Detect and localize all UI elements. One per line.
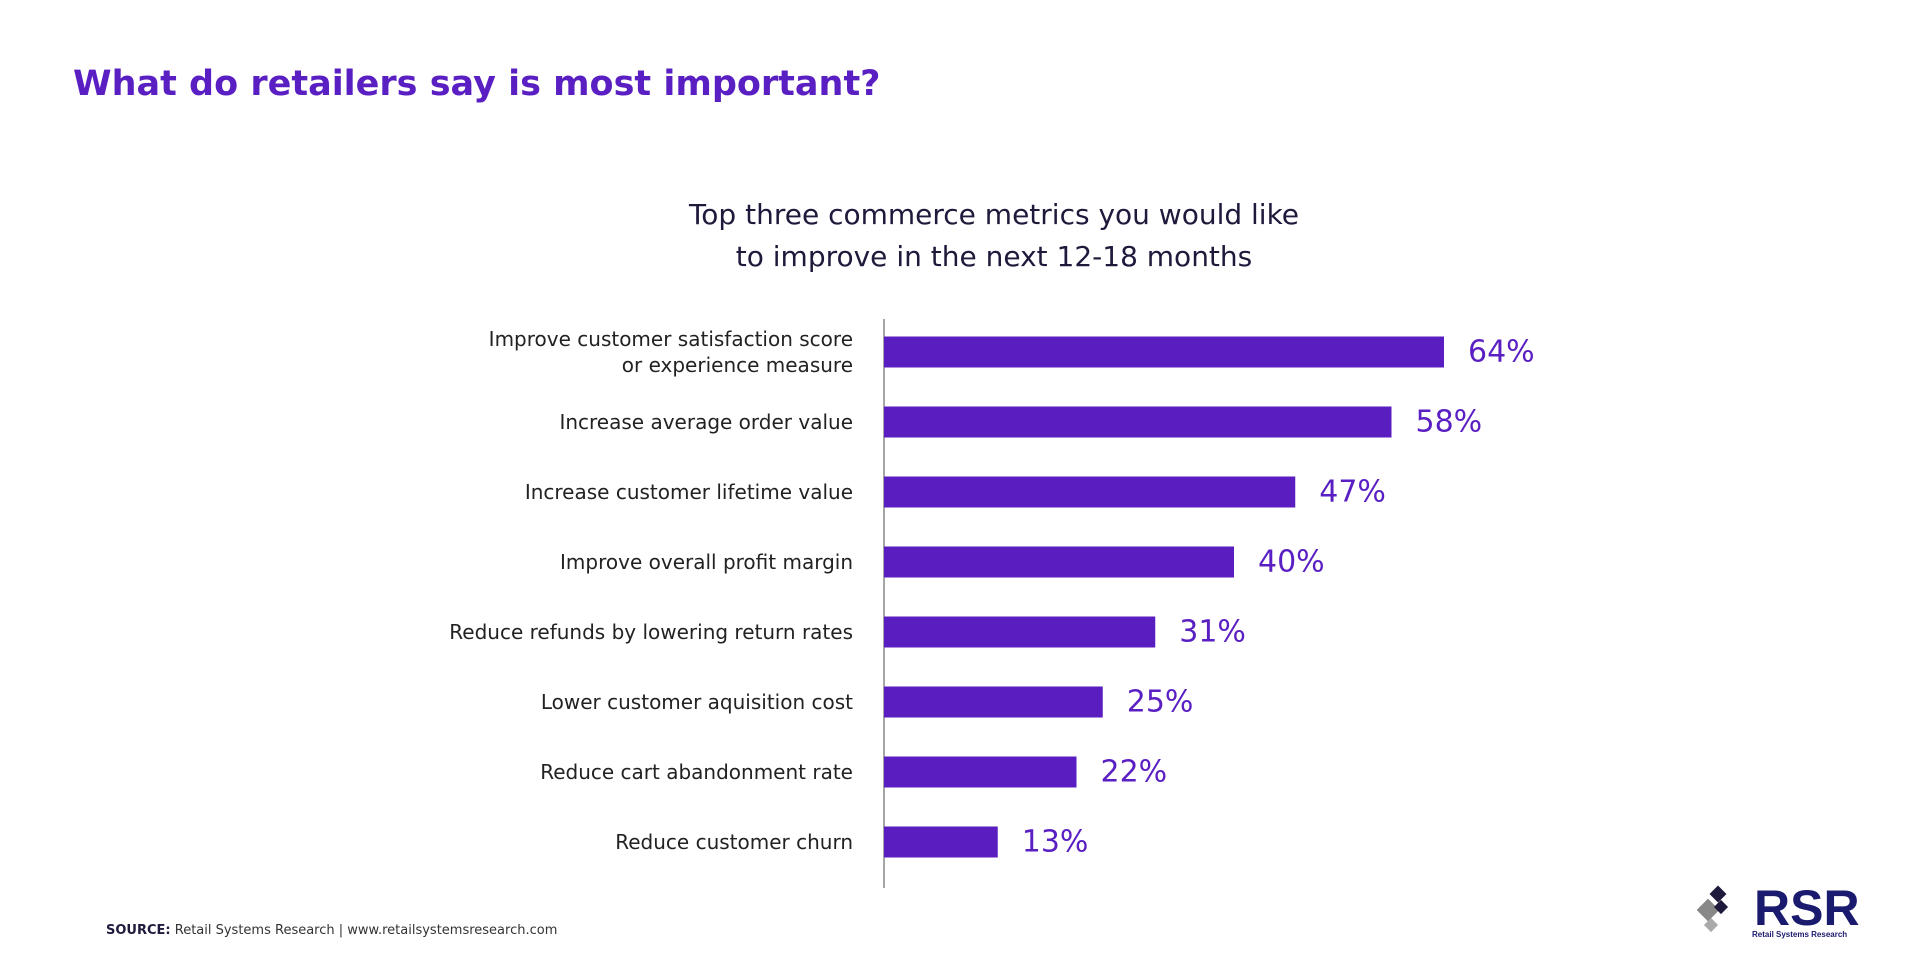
value-label: 13% [1021, 824, 1089, 860]
bar [884, 826, 998, 858]
category-label: Improve customer satisfaction score or e… [488, 327, 853, 377]
category-label: Increase customer lifetime value [524, 480, 853, 504]
bar [884, 616, 1156, 648]
category-label: Improve overall profit margin [560, 550, 853, 574]
value-label: 40% [1258, 544, 1325, 580]
page-title: What do retailers say is most important? [73, 64, 881, 104]
logo-mark [1696, 885, 1729, 933]
category-label: Lower customer aquisition cost [540, 690, 853, 714]
source: SOURCE: Retail Systems Research | www.re… [106, 923, 557, 938]
category-label: Reduce customer churn [615, 830, 853, 854]
source-label: SOURCE: [106, 923, 171, 938]
value-label: 25% [1126, 684, 1194, 720]
logo-subtitle: Retail Systems Research [1752, 930, 1847, 939]
category-label: Increase average order value [559, 410, 853, 434]
category-label: Reduce cart abandonment rate [540, 760, 853, 784]
value-label: 22% [1100, 754, 1168, 790]
chart-title: Top three commerce metrics you would lik… [688, 198, 1300, 273]
value-label: 31% [1179, 614, 1246, 650]
bar [884, 406, 1392, 438]
bar [884, 756, 1077, 788]
value-label: 64% [1468, 334, 1535, 370]
bar [884, 336, 1444, 368]
value-label: 58% [1415, 404, 1483, 440]
category-label: Reduce refunds by lowering return rates [449, 620, 853, 644]
value-label: 47% [1319, 474, 1386, 510]
logo-text: RSR [1754, 880, 1860, 936]
bar [884, 476, 1296, 508]
bar [884, 686, 1103, 718]
bar [884, 546, 1234, 578]
source-text: Retail Systems Research | www.retailsyst… [174, 923, 558, 938]
